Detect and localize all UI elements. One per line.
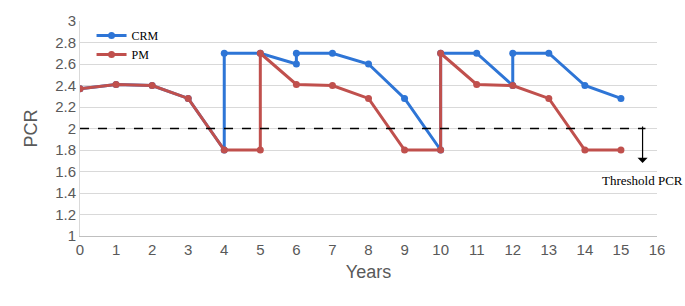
svg-text:13: 13 xyxy=(540,241,557,258)
svg-text:7: 7 xyxy=(328,241,336,258)
svg-text:Threshold PCR: Threshold PCR xyxy=(602,173,683,188)
svg-text:14: 14 xyxy=(577,241,594,258)
svg-text:5: 5 xyxy=(256,241,264,258)
svg-text:4: 4 xyxy=(220,241,228,258)
svg-text:1: 1 xyxy=(68,227,76,244)
svg-text:1.8: 1.8 xyxy=(55,141,76,158)
svg-text:12: 12 xyxy=(504,241,521,258)
svg-text:CRM: CRM xyxy=(132,29,159,43)
svg-text:2.6: 2.6 xyxy=(55,55,76,72)
svg-text:2.2: 2.2 xyxy=(55,98,76,115)
svg-text:3: 3 xyxy=(184,241,192,258)
svg-text:9: 9 xyxy=(400,241,408,258)
svg-text:PM: PM xyxy=(132,48,150,62)
svg-text:8: 8 xyxy=(364,241,372,258)
svg-text:10: 10 xyxy=(432,241,449,258)
svg-text:3: 3 xyxy=(68,12,76,29)
svg-text:1.6: 1.6 xyxy=(55,163,76,180)
svg-text:PCR: PCR xyxy=(21,109,41,147)
svg-text:1.2: 1.2 xyxy=(55,206,76,223)
svg-text:1: 1 xyxy=(112,241,120,258)
svg-text:1.4: 1.4 xyxy=(55,184,76,201)
svg-text:11: 11 xyxy=(469,241,485,258)
svg-text:2.4: 2.4 xyxy=(55,77,76,94)
svg-text:Years: Years xyxy=(346,262,391,282)
svg-text:2: 2 xyxy=(68,120,76,137)
svg-text:2: 2 xyxy=(148,241,156,258)
svg-text:16: 16 xyxy=(649,241,666,258)
svg-text:6: 6 xyxy=(292,241,300,258)
svg-text:15: 15 xyxy=(613,241,630,258)
svg-text:0: 0 xyxy=(76,241,84,258)
svg-text:2.8: 2.8 xyxy=(55,34,76,51)
